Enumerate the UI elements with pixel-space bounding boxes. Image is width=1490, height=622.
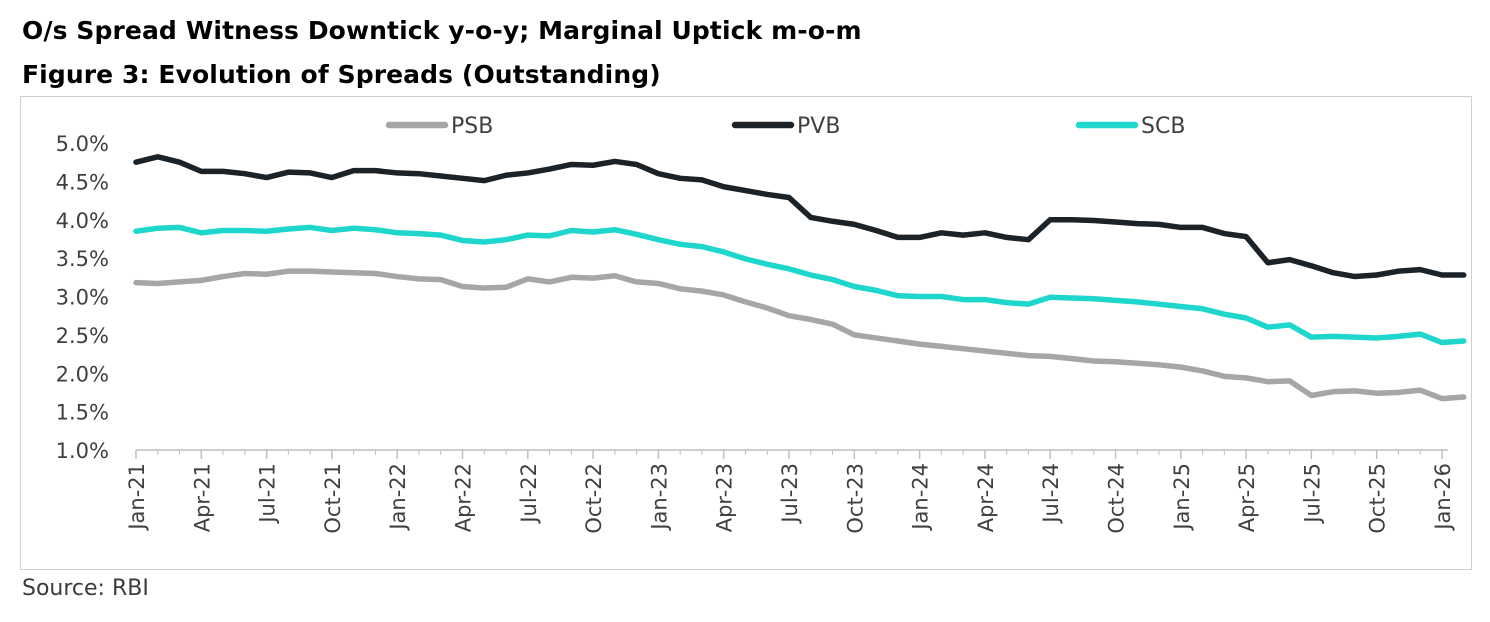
x-tick-label: Oct-25 bbox=[1366, 463, 1390, 534]
chart-frame: PSB PVB SCB 1.0% 1.5% 2.0% 2.5% 3.0% 3.5% 4.0% 4.… bbox=[20, 96, 1472, 570]
y-tick-label: 4.5% bbox=[56, 170, 109, 194]
x-tick-label: Apr-23 bbox=[713, 463, 737, 532]
y-tick-label: 2.0% bbox=[56, 362, 109, 386]
x-tick-label: Jul-25 bbox=[1300, 463, 1324, 525]
x-tick-label: Oct-24 bbox=[1105, 463, 1129, 534]
x-tick-label: Jul-23 bbox=[778, 463, 802, 525]
x-tick-label: Jan-22 bbox=[386, 463, 410, 532]
x-tick-label: Oct-23 bbox=[843, 463, 867, 534]
series-line-pvb bbox=[133, 154, 1467, 280]
x-tick-label: Jan-25 bbox=[1170, 463, 1194, 532]
y-tick-label: 2.5% bbox=[56, 324, 109, 348]
y-tick-label: 1.5% bbox=[56, 401, 109, 425]
x-tick-label: Apr-24 bbox=[974, 463, 998, 532]
legend-label-psb: PSB bbox=[451, 114, 493, 139]
y-tick-label: 4.0% bbox=[56, 209, 109, 233]
x-tick-label: Apr-22 bbox=[452, 463, 476, 532]
x-tick-label: Jan-21 bbox=[125, 463, 149, 532]
x-tick-label: Jul-21 bbox=[256, 463, 280, 525]
y-tick-label: 3.5% bbox=[56, 247, 109, 271]
x-tick-label: Jan-23 bbox=[647, 463, 671, 532]
x-tick-label: Oct-21 bbox=[321, 463, 345, 534]
y-tick-label: 5.0% bbox=[56, 132, 109, 156]
x-tick-label: Jul-22 bbox=[517, 463, 541, 525]
x-tick-label: Oct-22 bbox=[582, 463, 606, 534]
y-tick-label: 1.0% bbox=[56, 439, 109, 463]
y-tick-label: 3.0% bbox=[56, 286, 109, 310]
y-axis: 1.0% 1.5% 2.0% 2.5% 3.0% 3.5% 4.0% 4.5% 5.0% bbox=[56, 132, 109, 463]
legend-label-scb: SCB bbox=[1141, 114, 1185, 139]
series-layer bbox=[133, 154, 1467, 402]
series-line-scb bbox=[133, 224, 1467, 346]
x-tick-label: Apr-21 bbox=[190, 463, 214, 532]
x-tick-label: Jan-24 bbox=[909, 463, 933, 532]
legend-label-pvb: PVB bbox=[797, 114, 840, 139]
x-axis: Jan-21 Apr-21 Jul-21 Oct-21 Jan-22 Apr-22 Jul-… bbox=[125, 449, 1455, 534]
figure-title: Figure 3: Evolution of Spreads (Outstand… bbox=[22, 60, 661, 89]
x-tick-label: Jan-26 bbox=[1431, 463, 1455, 532]
spreads-line-chart: PSB PVB SCB 1.0% 1.5% 2.0% 2.5% 3.0% 3.5% 4.0% 4.… bbox=[56, 114, 1467, 534]
legend: PSB PVB SCB bbox=[385, 114, 1185, 139]
source-note: Source: RBI bbox=[22, 576, 149, 601]
headline: O/s Spread Witness Downtick y-o-y; Margi… bbox=[22, 16, 862, 45]
series-line-psb bbox=[133, 268, 1467, 402]
x-tick-label: Apr-25 bbox=[1235, 463, 1259, 532]
x-tick-label: Jul-24 bbox=[1039, 463, 1063, 525]
